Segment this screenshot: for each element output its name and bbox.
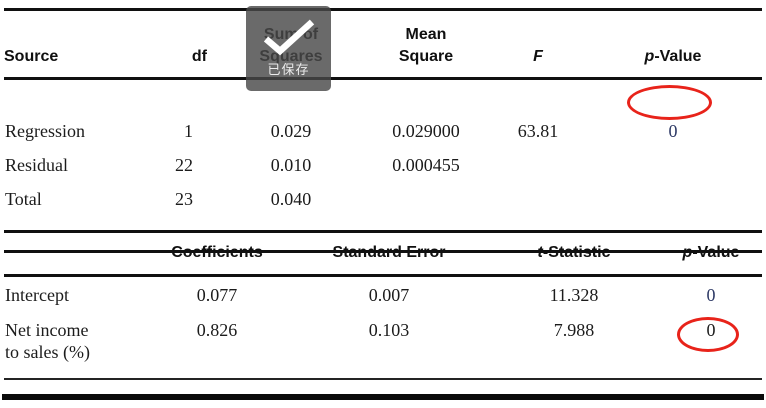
- header-mean-square: Mean Square: [398, 26, 454, 65]
- header-coefficients: Coefficients: [171, 244, 263, 261]
- header-standard-error: Standard Error: [332, 244, 446, 261]
- toast-message: 已保存: [267, 62, 310, 77]
- header-p-value: p-Value: [682, 244, 740, 261]
- cell-sum-of-squares: 0.029: [270, 120, 312, 141]
- cell-source: Regression: [5, 120, 85, 141]
- cell-coefficient: 0.826: [196, 320, 238, 340]
- coefficients-table: Coefficients Standard Error t-Statistic …: [4, 230, 762, 380]
- bottom-rule: [2, 394, 764, 400]
- cell-df: 1: [184, 120, 193, 141]
- save-toast: 已保存: [246, 6, 331, 91]
- cell-mean-square: 0.029000: [392, 120, 460, 141]
- table-row-net-income: Net income to sales (%) 0.826 0.103 7.98…: [4, 313, 762, 375]
- cell-df: 22: [175, 154, 193, 175]
- cell-standard-error: 0.007: [368, 284, 410, 305]
- anova-header-row: Source df Sum of Squares Mean Square F p…: [4, 10, 762, 79]
- cell-source: Residual: [5, 154, 68, 175]
- header-source: Source: [4, 48, 59, 65]
- cell-standard-error: 0.103: [368, 320, 410, 340]
- coefficients-header-row: Coefficients Standard Error t-Statistic …: [4, 232, 762, 276]
- cell-sum-of-squares: 0.010: [270, 154, 312, 175]
- cell-label: Intercept: [5, 284, 69, 305]
- table-row-regression: Regression 1 0.029 0.029000 63.81 0: [4, 114, 762, 148]
- cell-source: Total: [5, 188, 42, 209]
- table-row-intercept: Intercept 0.077 0.007 11.328 0: [4, 276, 762, 314]
- cell-mean-square: 0.000455: [392, 154, 460, 175]
- cell-p-value-circled: 0: [668, 120, 678, 141]
- cell-df: 23: [175, 188, 193, 209]
- header-f: F: [533, 48, 543, 65]
- cell-p-value: 0: [706, 284, 716, 305]
- header-t-statistic: t-Statistic: [537, 244, 611, 261]
- cell-f: 63.81: [517, 120, 559, 141]
- cell-t-statistic: 7.988: [553, 320, 595, 340]
- table-row-residual: Residual 22 0.010 0.000455: [4, 148, 762, 182]
- spacer: [4, 375, 762, 379]
- annotation-ellipse-net-income-p-value: [677, 317, 739, 352]
- checkmark-icon: [263, 19, 314, 56]
- header-p-value: p-Value: [644, 48, 702, 65]
- table-row-total: Total 23 0.040: [4, 182, 762, 216]
- cell-label: Net income to sales (%): [5, 320, 90, 362]
- header-df: df: [191, 48, 207, 65]
- anova-table: Source df Sum of Squares Mean Square F p…: [4, 8, 762, 253]
- cell-t-statistic: 11.328: [549, 284, 599, 305]
- cell-sum-of-squares: 0.040: [270, 188, 312, 209]
- cell-coefficient: 0.077: [196, 284, 238, 305]
- annotation-ellipse-regression-p-value: [627, 85, 712, 120]
